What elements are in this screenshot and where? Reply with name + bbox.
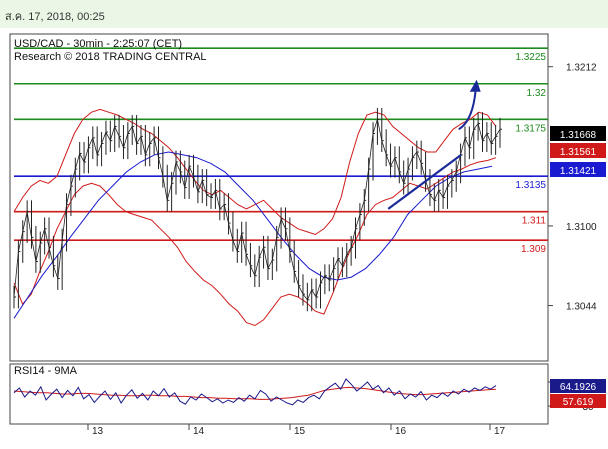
bollinger-bands xyxy=(13,108,497,327)
timestamp-label: ส.ค. 17, 2018, 00:25 xyxy=(5,11,105,23)
level-label-2: 1.3175 xyxy=(515,123,546,134)
trend-annotations xyxy=(387,79,481,210)
price-badges: 1.31668 1.31561 1.31421 xyxy=(550,126,606,177)
price-badge-label-2: 1.31421 xyxy=(560,166,597,177)
time-axis-label-0: 13 xyxy=(92,426,104,437)
price-badge-label-0: 1.31668 xyxy=(560,130,597,141)
rsi-badge-label-0: 64.1926 xyxy=(560,382,597,393)
price-axis-label-2: 1.3044 xyxy=(566,302,597,313)
level-label-0: 1.3225 xyxy=(515,52,546,63)
bollinger-upper xyxy=(13,108,497,236)
price-badge-bg-2 xyxy=(550,162,606,177)
level-label-1: 1.32 xyxy=(527,88,547,99)
bollinger-lower xyxy=(13,157,497,327)
level-label-5: 1.309 xyxy=(521,244,546,255)
level-label-3: 1.3135 xyxy=(515,180,546,191)
moving-average xyxy=(13,151,493,319)
rsi-badge-bg-1 xyxy=(550,394,606,408)
price-line xyxy=(13,119,501,301)
rsi-badge-label-1: 57.619 xyxy=(563,397,594,408)
price-panel-frame xyxy=(9,33,549,362)
time-axis-label-4: 17 xyxy=(494,426,506,437)
price-badge-label-1: 1.31561 xyxy=(560,147,597,158)
forecast-arrow-head xyxy=(469,79,481,92)
rsi-label: RSI14 - 9MA xyxy=(14,365,78,377)
top-status-bar: ส.ค. 17, 2018, 00:25 xyxy=(0,0,608,28)
price-series xyxy=(13,107,502,312)
price-axis: 1.3212 1.3100 1.3044 xyxy=(548,63,597,313)
chart-title: USD/CAD - 30min - 2:25:07 (CET) xyxy=(14,38,182,50)
time-axis-label-1: 14 xyxy=(193,426,205,437)
price-badge-bg-0 xyxy=(550,126,606,141)
price-axis-label-0: 1.3212 xyxy=(566,63,597,74)
price-badge-bg-1 xyxy=(550,143,606,158)
level-label-4: 1.311 xyxy=(522,216,547,227)
time-axis-label-3: 16 xyxy=(395,426,407,437)
forecast-arrow-shaft xyxy=(458,89,477,131)
time-axis-label-2: 15 xyxy=(294,426,306,437)
price-axis-label-1: 1.3100 xyxy=(566,222,597,233)
rsi-line xyxy=(13,378,497,406)
chart-subtitle: Research © 2018 TRADING CENTRAL xyxy=(14,51,207,63)
moving-average-line xyxy=(13,151,493,319)
support-resistance-levels: 1.3225 1.32 1.3175 1.3135 1.311 1.309 xyxy=(14,47,548,255)
rsi-badge-bg-0 xyxy=(550,379,606,393)
time-axis: 13 14 15 16 17 xyxy=(87,424,506,437)
support-trendline xyxy=(387,153,462,210)
